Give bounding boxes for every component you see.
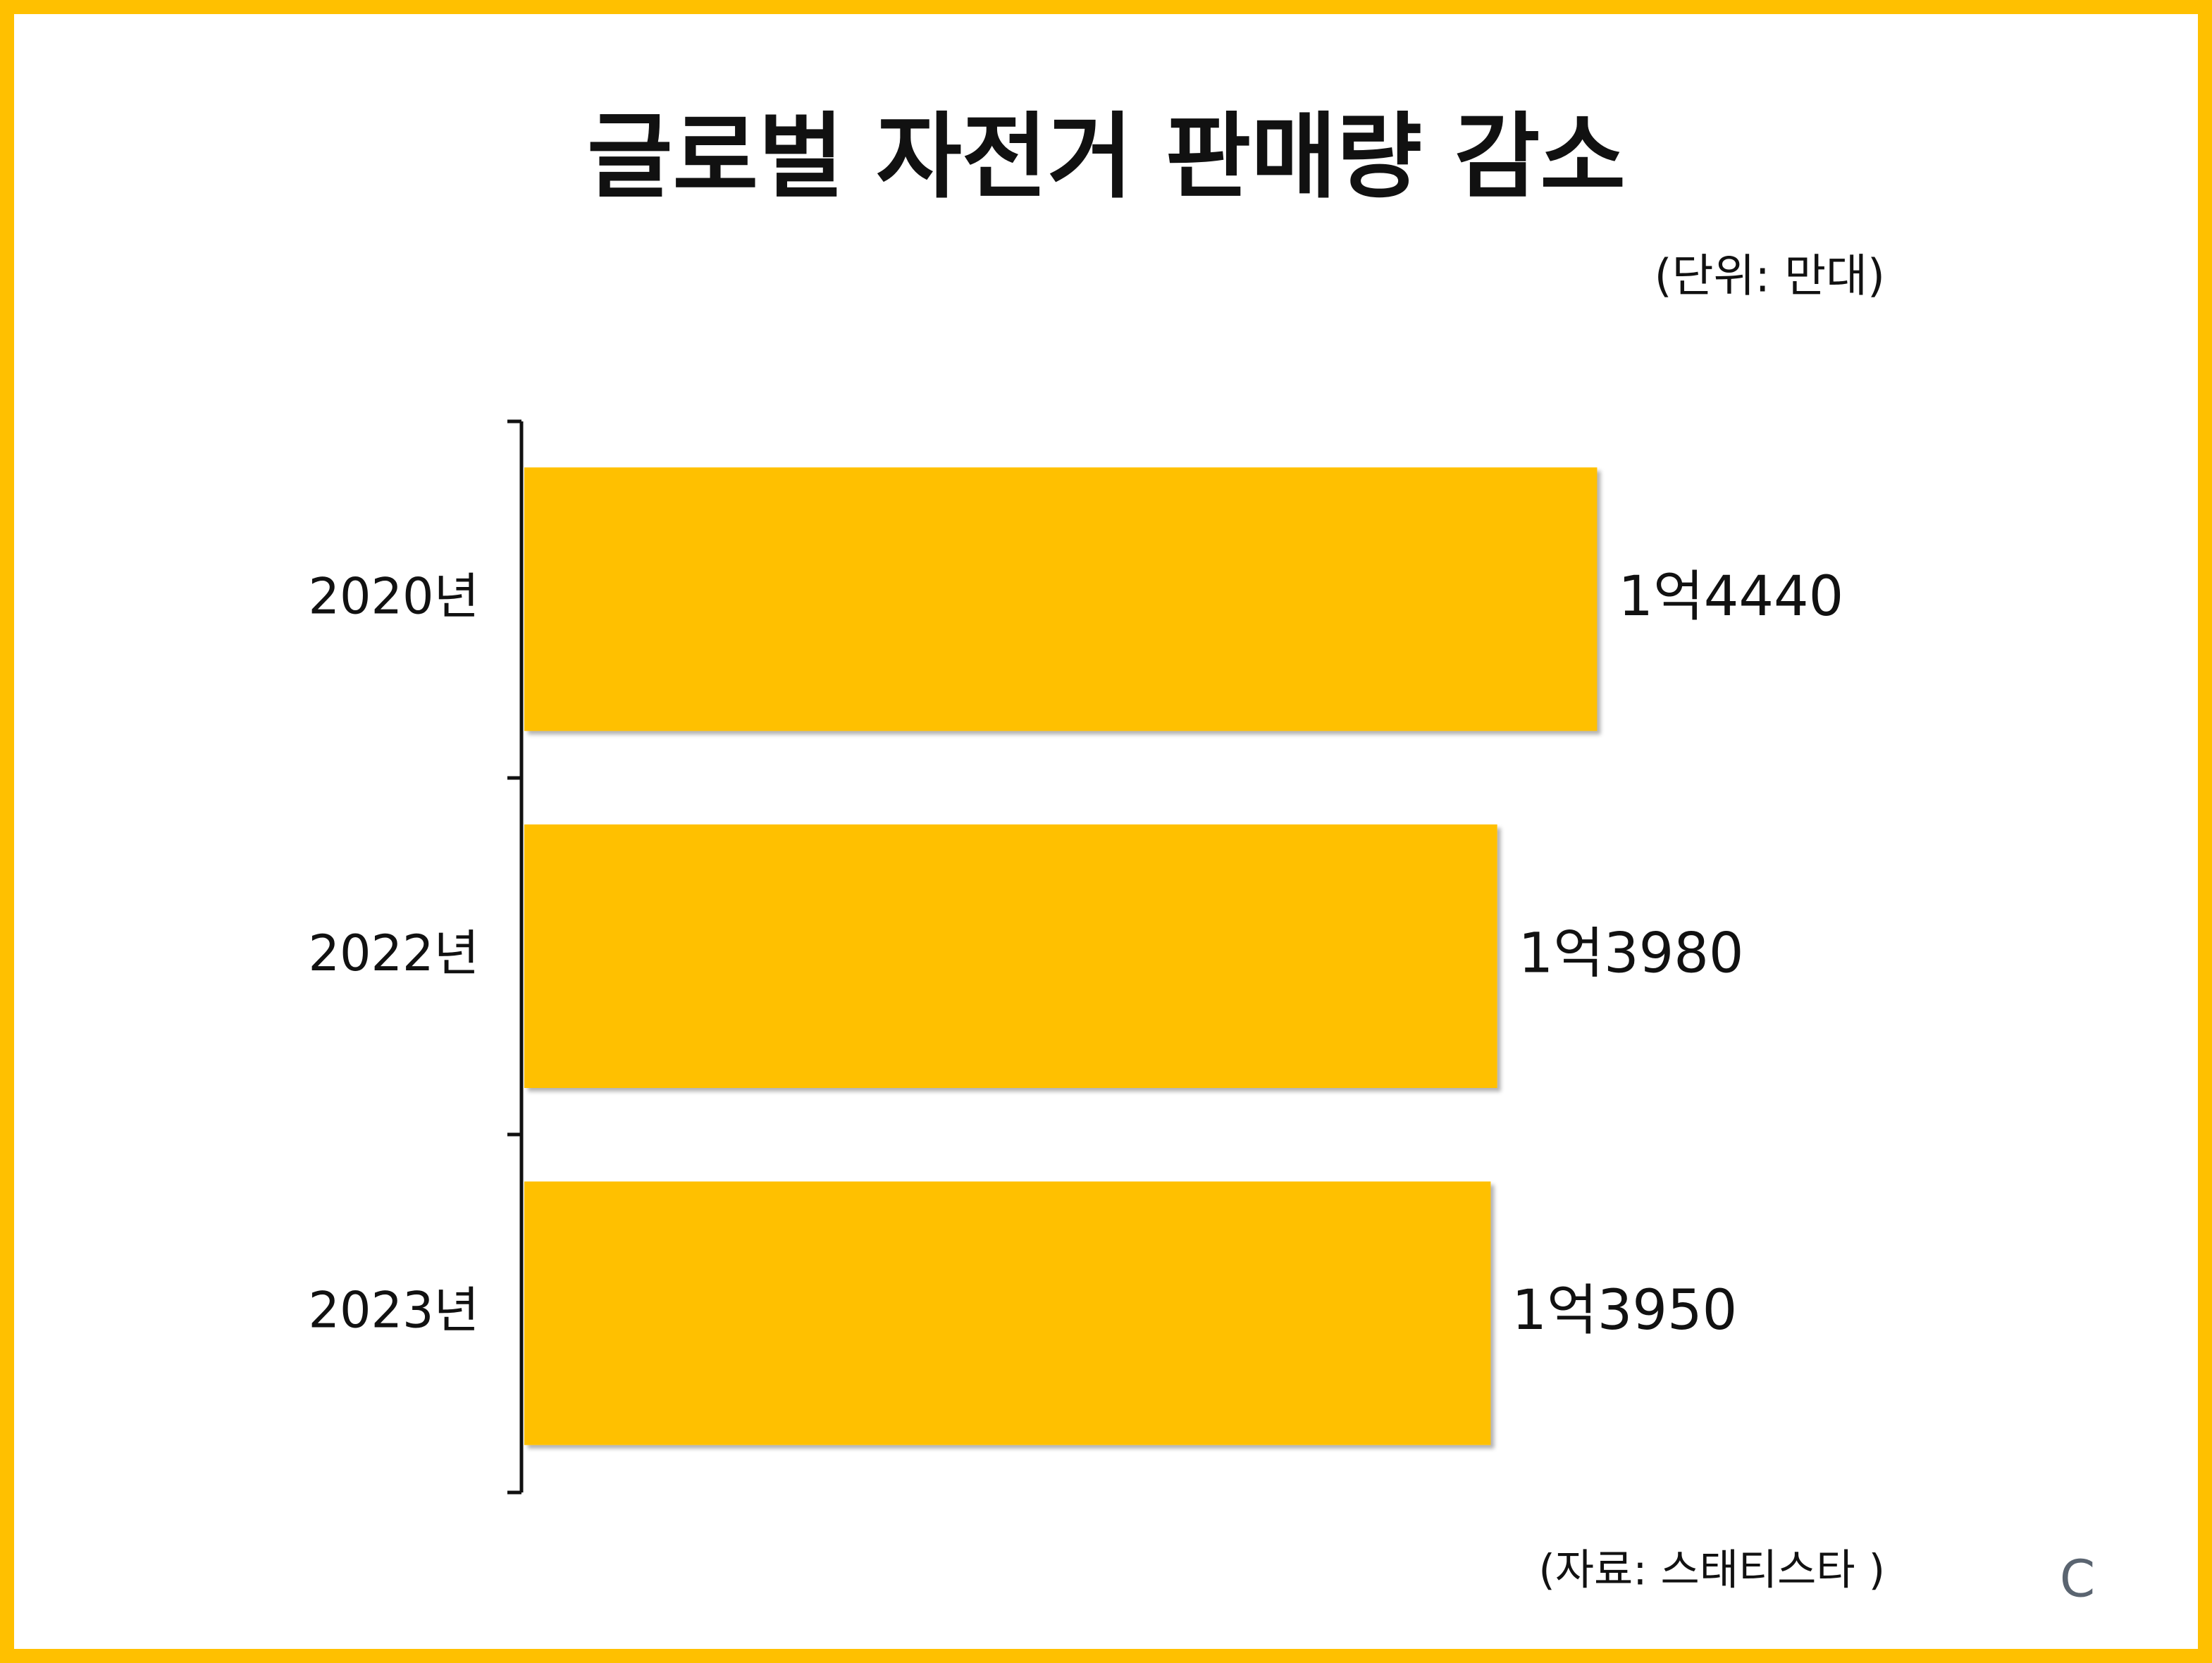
source: (자료: 스태티스타 ) [1538, 1546, 1885, 1595]
category-axis [507, 419, 524, 1495]
bar [524, 1181, 1491, 1445]
unit-label: (단위: 만대) [1655, 251, 1885, 303]
bar [524, 467, 1598, 731]
y-tick-label: 2022년 [308, 925, 479, 982]
value-label: 1억4440 [1618, 565, 1843, 629]
value-label: 1억3950 [1512, 1279, 1737, 1342]
value-label: 1억3980 [1519, 922, 1744, 985]
watermark: C [2060, 1550, 2095, 1609]
chart-title: 글로벌 자전거 판매량 감소 [587, 103, 1626, 211]
y-tick-label: 2023년 [308, 1282, 479, 1340]
bar [524, 824, 1497, 1088]
y-tick-label: 2020년 [308, 567, 479, 625]
